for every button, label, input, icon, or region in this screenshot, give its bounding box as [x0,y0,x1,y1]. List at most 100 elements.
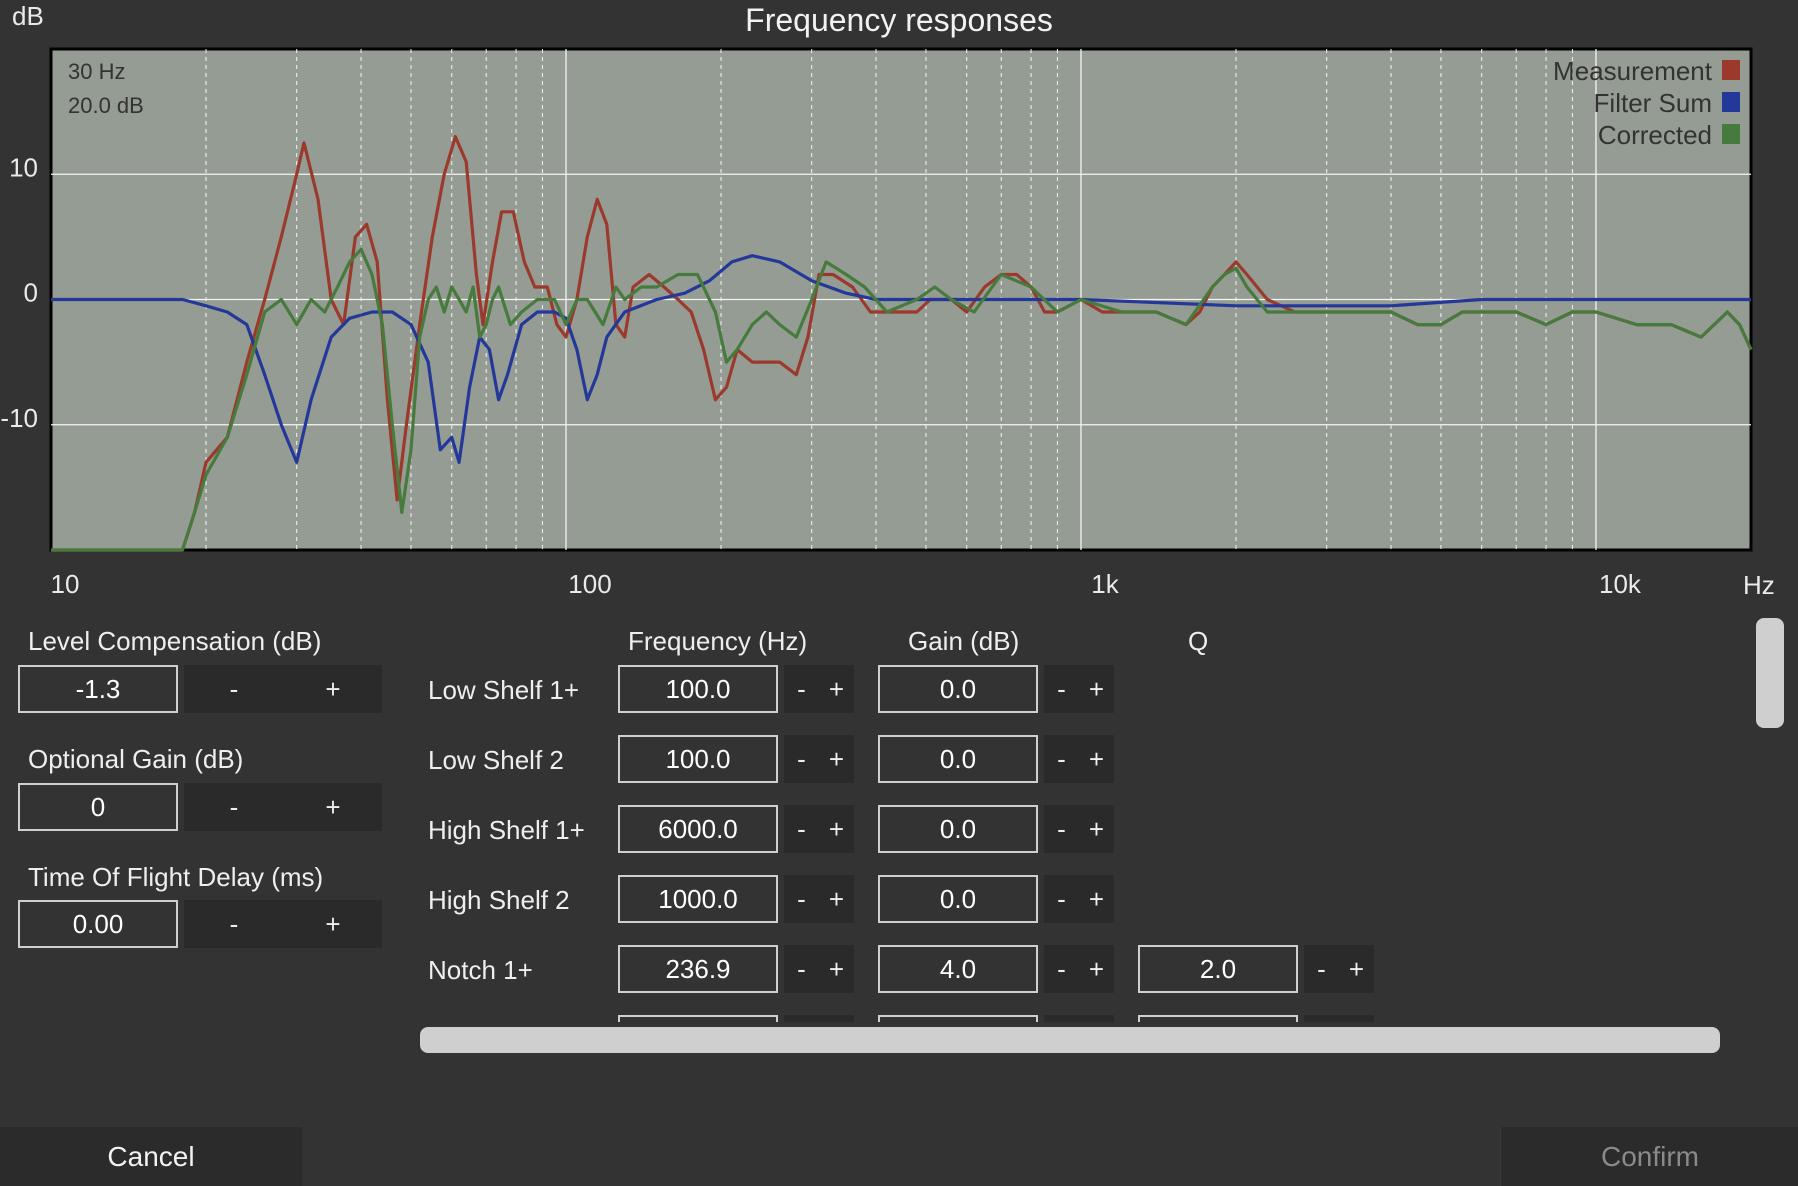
frequency-minus-button[interactable]: - [797,813,806,844]
dialog-title: Frequency responses [745,2,1053,38]
gain-minus-button[interactable]: - [1057,673,1066,704]
q-minus-button[interactable]: - [1317,953,1326,984]
filter-name: High Shelf 1+ [428,815,585,845]
filter-frequency-stepper [784,1015,854,1022]
frequency-response-chart[interactable]: 10 100 1k 10k 100-10 dB Hz 30 Hz 20.0 dB Me… [0,0,1798,600]
level-comp-minus-button[interactable]: - [229,673,239,704]
gain-minus-button[interactable]: - [1057,953,1066,984]
optional-gain-input[interactable]: 0 [18,783,178,831]
filter-gain-input[interactable]: 0.0 [878,735,1038,783]
frequency-minus-button[interactable]: - [797,953,806,984]
horizontal-scrollbar[interactable] [420,1027,1720,1053]
frequency-plus-button[interactable]: + [828,953,845,984]
gain-minus-button[interactable]: - [1057,813,1066,844]
level-comp-stepper: - + [184,665,382,713]
cursor-gain-readout: 20.0 dB [68,93,144,118]
filter-gain-stepper [1044,1015,1114,1022]
filter-gain-input[interactable] [878,1015,1038,1022]
gain-plus-button[interactable]: + [1088,813,1105,844]
filter-gain-stepper: - + [1044,735,1114,783]
tof-delay-input[interactable]: 0.00 [18,900,178,948]
x-axis-label: Hz [1743,570,1775,600]
gain-column-header: Gain (dB) [908,626,1020,656]
tof-delay-plus-button[interactable]: + [325,908,341,939]
filter-name: High Shelf 2 [428,885,570,915]
filter-frequency-input[interactable]: 1000.0 [618,875,778,923]
cursor-freq-readout: 30 Hz [68,59,125,84]
filter-name: Notch 1+ [428,955,533,985]
frequency-column-header: Frequency (Hz) [628,626,808,656]
optional-gain-stepper: - + [184,783,382,831]
filter-q-input[interactable]: 2.0 [1138,945,1298,993]
y-tick-label: 0 [24,278,38,308]
filter-frequency-input[interactable]: 6000.0 [618,805,778,853]
optional-gain-minus-button[interactable]: - [229,791,239,822]
optional-gain-plus-button[interactable]: + [325,791,341,822]
gain-minus-button[interactable]: - [1057,883,1066,914]
frequency-plus-button[interactable]: + [828,673,845,704]
q-plus-button[interactable]: + [1348,953,1365,984]
filter-name: Low Shelf 1+ [428,675,580,705]
filter-gain-stepper: - + [1044,665,1114,713]
filter-frequency-stepper: - + [784,945,854,993]
filter-gain-input[interactable]: 0.0 [878,805,1038,853]
level-comp-label: Level Compensation (dB) [28,626,322,656]
series-line-filter-sum [51,254,1751,464]
filter-table: Low Shelf 1+ 100.0 - + 0.0 - + Low Shelf… [0,665,1798,1022]
filter-row-partial [0,1015,1798,1022]
frequency-minus-button[interactable]: - [797,883,806,914]
filter-gain-stepper: - + [1044,805,1114,853]
legend-label: Corrected [1598,120,1712,150]
gain-plus-button[interactable]: + [1088,883,1105,914]
cancel-button[interactable]: Cancel [0,1127,302,1186]
filter-frequency-stepper: - + [784,735,854,783]
filter-frequency-input[interactable]: 100.0 [618,665,778,713]
filter-gain-stepper: - + [1044,945,1114,993]
y-axis-label: dB [12,1,44,31]
vertical-scrollbar[interactable] [1756,618,1784,728]
frequency-minus-button[interactable]: - [797,673,806,704]
filter-gain-input[interactable]: 4.0 [878,945,1038,993]
level-comp-input[interactable]: -1.3 [18,665,178,713]
filter-frequency-stepper: - + [784,805,854,853]
tof-delay-label: Time Of Flight Delay (ms) [28,862,324,892]
confirm-button[interactable]: Confirm [1500,1127,1798,1186]
y-tick-label: -10 [0,403,38,433]
x-tick-label: 10 [51,569,80,599]
gain-plus-button[interactable]: + [1088,953,1105,984]
x-tick-label: 10k [1599,569,1642,599]
gain-minus-button[interactable]: - [1057,743,1066,774]
frequency-plus-button[interactable]: + [828,743,845,774]
x-tick-label: 100 [568,569,611,599]
filter-frequency-stepper: - + [784,665,854,713]
y-tick-label: 10 [9,152,38,182]
gain-plus-button[interactable]: + [1088,743,1105,774]
filter-q-stepper: - + [1304,945,1374,993]
filter-gain-stepper: - + [1044,875,1114,923]
frequency-plus-button[interactable]: + [828,813,845,844]
legend-label: Filter Sum [1594,88,1712,118]
filter-frequency-stepper: - + [784,875,854,923]
level-comp-plus-button[interactable]: + [325,673,341,704]
frequency-minus-button[interactable]: - [797,743,806,774]
filter-q-stepper [1304,1015,1374,1022]
tof-delay-minus-button[interactable]: - [229,908,239,939]
legend-swatch [1722,60,1740,80]
gain-plus-button[interactable]: + [1088,673,1105,704]
filter-frequency-input[interactable]: 100.0 [618,735,778,783]
x-tick-label: 1k [1091,569,1119,599]
legend-swatch [1722,124,1740,144]
tof-delay-stepper: - + [184,900,382,948]
optional-gain-label: Optional Gain (dB) [28,744,244,774]
legend-label: Measurement [1553,56,1713,86]
filter-q-input[interactable] [1138,1015,1298,1022]
q-column-header: Q [1188,626,1209,656]
legend-swatch [1722,92,1740,112]
filter-frequency-input[interactable]: 236.9 [618,945,778,993]
filter-name: Low Shelf 2 [428,745,564,775]
frequency-plus-button[interactable]: + [828,883,845,914]
filter-frequency-input[interactable] [618,1015,778,1022]
filter-gain-input[interactable]: 0.0 [878,665,1038,713]
filter-gain-input[interactable]: 0.0 [878,875,1038,923]
